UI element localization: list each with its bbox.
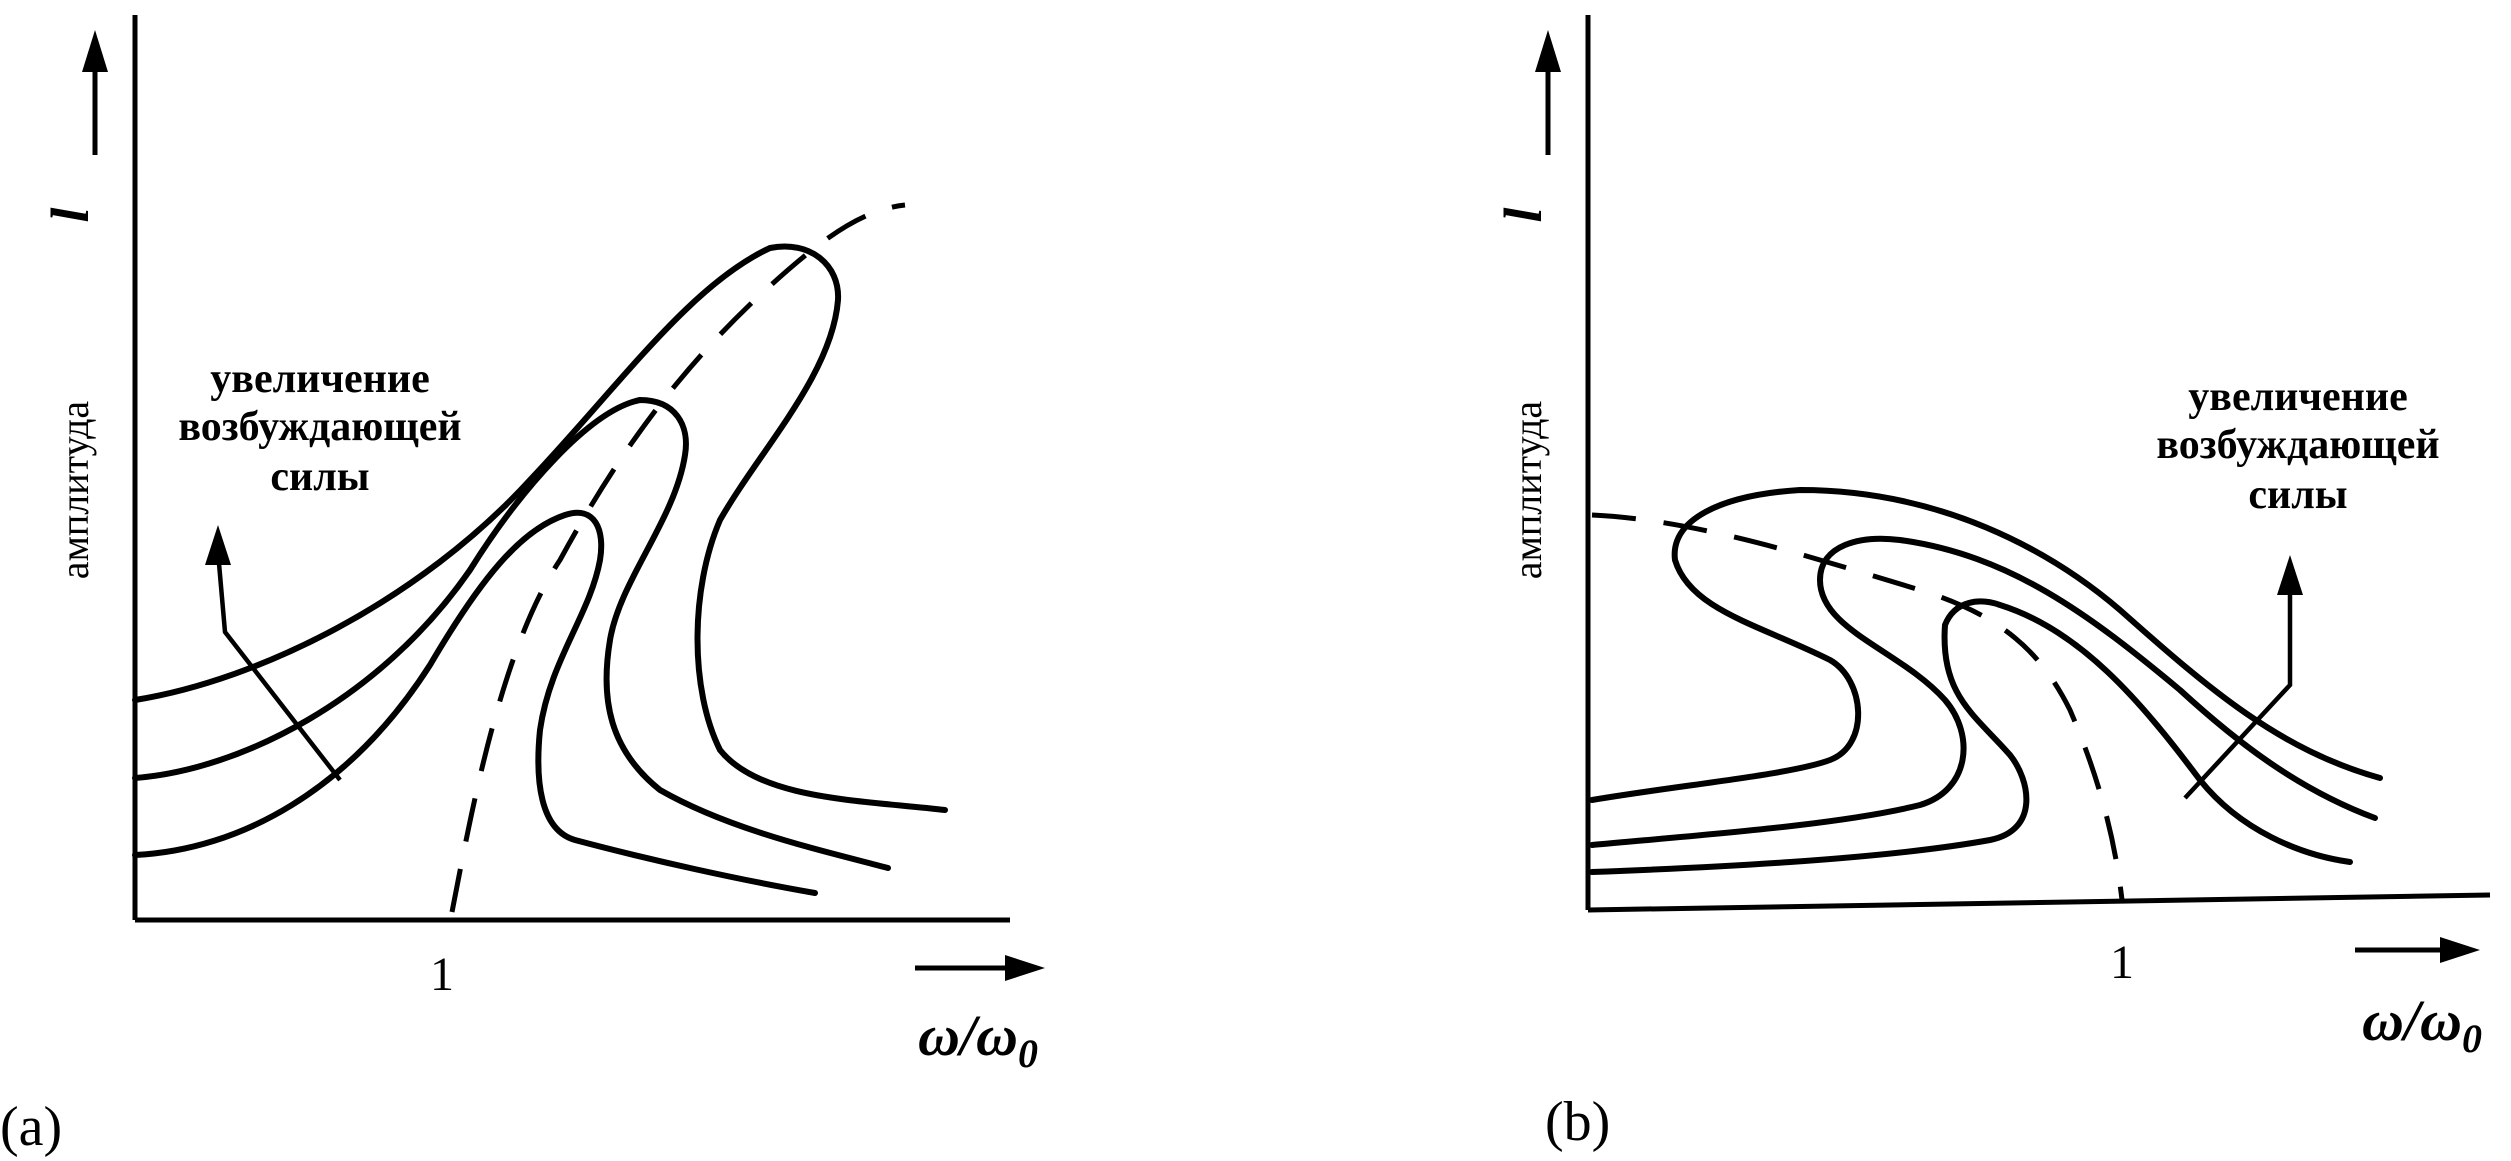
panel-b-annotation-arrow bbox=[2183, 555, 2303, 800]
panel-a-curve-medium bbox=[132, 397, 891, 871]
panel-b-annotation-line-1: увеличение bbox=[2188, 374, 2407, 420]
panel-b-curve-medium bbox=[1589, 535, 2378, 848]
panel-a-y-symbol: l bbox=[40, 207, 100, 222]
panel-b-y-label: амплитуда bbox=[1505, 401, 1550, 580]
panel-a-annotation-arrow bbox=[205, 525, 342, 782]
panel-b-x-tick: 1 bbox=[2110, 936, 2134, 989]
panel-b: амплитуда l 1 ω/ω0 (b) увеличение возбуж… bbox=[1493, 15, 2491, 1153]
panel-b-x-arrow bbox=[2355, 937, 2480, 963]
panel-b-y-arrow bbox=[1535, 30, 1561, 155]
panel-a-annotation-line-3: силы bbox=[270, 454, 369, 500]
panel-b-label: (b) bbox=[1545, 1091, 1610, 1153]
panel-a-annotation-line-2: возбуждающей bbox=[178, 404, 461, 450]
panel-a-x-arrow bbox=[915, 955, 1045, 981]
panel-b-annotation: увеличение возбуждающей силы bbox=[2156, 374, 2439, 518]
panel-b-y-symbol: l bbox=[1493, 207, 1553, 222]
panel-b-x-axis bbox=[1587, 892, 2491, 913]
panel-a-annotation: увеличение возбуждающей силы bbox=[178, 356, 461, 500]
panel-b-annotation-line-2: возбуждающей bbox=[2156, 422, 2439, 468]
panel-a-y-label: амплитуда bbox=[52, 401, 97, 580]
panel-a-label: (a) bbox=[0, 1096, 62, 1158]
panel-b-x-label: ω/ω0 bbox=[2362, 988, 2482, 1061]
panel-a-x-tick: 1 bbox=[430, 948, 454, 1001]
panel-a: амплитуда l 1 ω/ω0 (a) увеличение возбуж… bbox=[0, 15, 1045, 1158]
panel-b-backbone-dashed bbox=[1591, 512, 2125, 901]
panel-a-annotation-line-1: увеличение bbox=[210, 356, 429, 402]
panel-a-y-arrow bbox=[82, 30, 108, 155]
panel-b-annotation-line-3: силы bbox=[2248, 472, 2347, 518]
panel-a-curve-large bbox=[132, 243, 948, 813]
panel-a-x-label: ω/ω0 bbox=[918, 1003, 1038, 1076]
panel-a-backbone-dashed bbox=[449, 202, 906, 913]
panel-b-curve-large bbox=[1589, 487, 2383, 803]
panel-a-curve-small bbox=[132, 509, 818, 896]
